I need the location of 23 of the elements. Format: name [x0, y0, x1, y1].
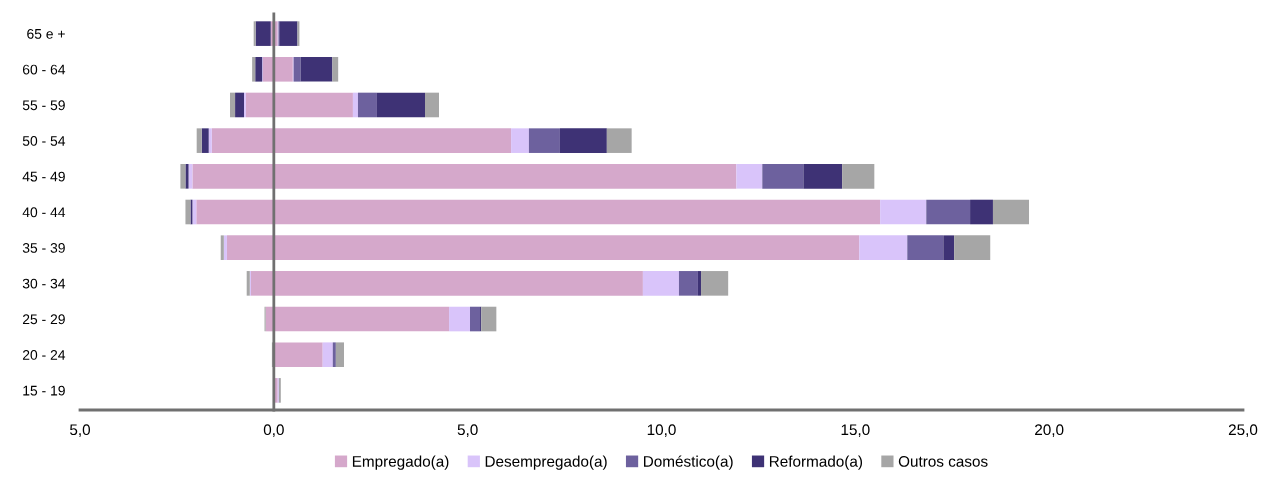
x-tick-label: 25,0 [1228, 424, 1258, 437]
legend-label: Empregado(a) [352, 455, 449, 470]
legend-label: Desempregado(a) [485, 455, 607, 470]
y-tick-label: 60 - 64 [22, 64, 66, 75]
y-tick-label: 15 - 19 [23, 385, 65, 396]
y-tick-label: 20 - 24 [22, 350, 66, 360]
x-tick-label: 15,0 [841, 424, 870, 437]
y-tick-label: 35 - 39 [22, 243, 65, 253]
legend-label: Outros casos [898, 456, 988, 467]
y-tick-label: 40 - 44 [22, 207, 66, 218]
legend-label: Doméstico(a) [644, 455, 733, 470]
x-tick-label: 10,0 [647, 424, 676, 437]
x-tick-label: 0,0 [263, 424, 284, 437]
y-tick-label: 25 - 29 [22, 314, 65, 325]
y-tick-label: 50 - 54 [22, 135, 66, 146]
x-tick-label: 5,0 [457, 424, 478, 437]
x-tick-label: 5,0 [69, 424, 91, 437]
legend-label: Reformado(a) [769, 455, 863, 470]
y-tick-label: 30 - 34 [22, 278, 66, 289]
y-tick-label: 45 - 49 [22, 171, 65, 182]
x-tick-label: 20,0 [1035, 424, 1064, 437]
y-tick-label: 55 - 59 [22, 100, 65, 111]
y-tick-label: 65 e + [27, 28, 65, 39]
